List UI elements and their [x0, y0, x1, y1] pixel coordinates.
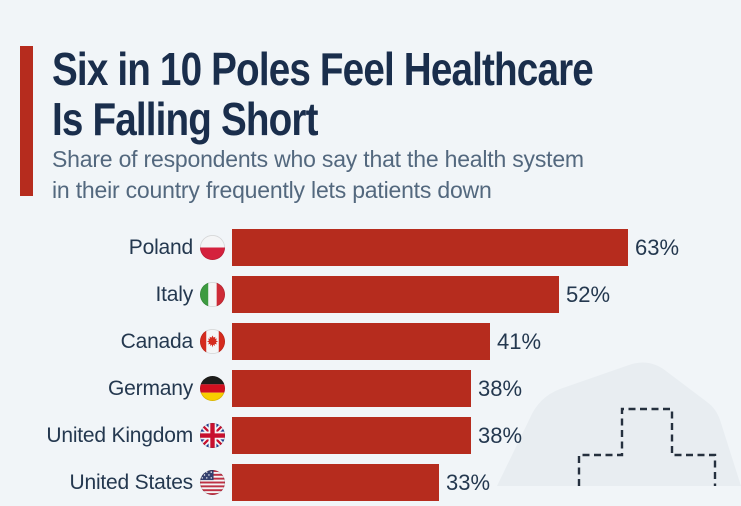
value-label: 38%: [478, 375, 523, 401]
value-label: 38%: [478, 422, 523, 448]
bar-chart: Poland 63% Italy 52% Canada 41% Germany 38% Unit…: [0, 224, 741, 506]
title-line-1: Six in 10 Poles Feel Healthcare: [52, 43, 594, 95]
chart-row: Canada 41%: [0, 318, 741, 365]
chart-row: United States 33%: [0, 459, 741, 506]
value-bar: [232, 229, 628, 266]
title-accent-bar: [20, 46, 33, 196]
country-label: United States: [69, 470, 194, 494]
italy-flag-icon: [200, 282, 225, 307]
value-bar: [232, 417, 471, 454]
value-label: 41%: [497, 328, 542, 354]
poland-flag-icon: [200, 235, 225, 260]
title-line-2: Is Falling Short: [52, 93, 318, 145]
chart-row: Poland 63%: [0, 224, 741, 271]
uk-flag-icon: [200, 423, 225, 448]
canada-flag-icon: [200, 329, 225, 354]
country-label: Canada: [120, 329, 194, 353]
value-bar: [232, 370, 471, 407]
chart-row: United Kingdom 38%: [0, 412, 741, 459]
country-label: Germany: [108, 376, 193, 400]
infographic-canvas: { "header": { "title_lines": ["Six in 10…: [20, 43, 717, 501]
value-bar: [232, 276, 559, 313]
value-bar: [232, 464, 439, 501]
value-label: 52%: [566, 281, 611, 307]
subtitle-line-1: Share of respondents who say that the he…: [52, 146, 584, 172]
country-label: United Kingdom: [46, 423, 193, 447]
chart-subtitle: Share of respondents who say that the he…: [52, 144, 584, 206]
chart-row: Italy 52%: [0, 271, 741, 318]
value-bar: [232, 323, 490, 360]
medical-cross-dashed-icon: [577, 407, 717, 486]
us-flag-icon: [200, 470, 225, 495]
country-label: Italy: [155, 282, 193, 306]
decorative-background: [577, 407, 717, 486]
value-label: 33%: [446, 469, 491, 495]
germany-flag-icon: [200, 376, 225, 401]
country-label: Poland: [128, 235, 193, 259]
value-label: 63%: [635, 234, 680, 260]
chart-row: Germany 38%: [0, 365, 741, 412]
subtitle-line-2: in their country frequently lets patient…: [52, 177, 492, 203]
page-title: Six in 10 Poles Feel Healthcare Is Falli…: [52, 43, 594, 145]
